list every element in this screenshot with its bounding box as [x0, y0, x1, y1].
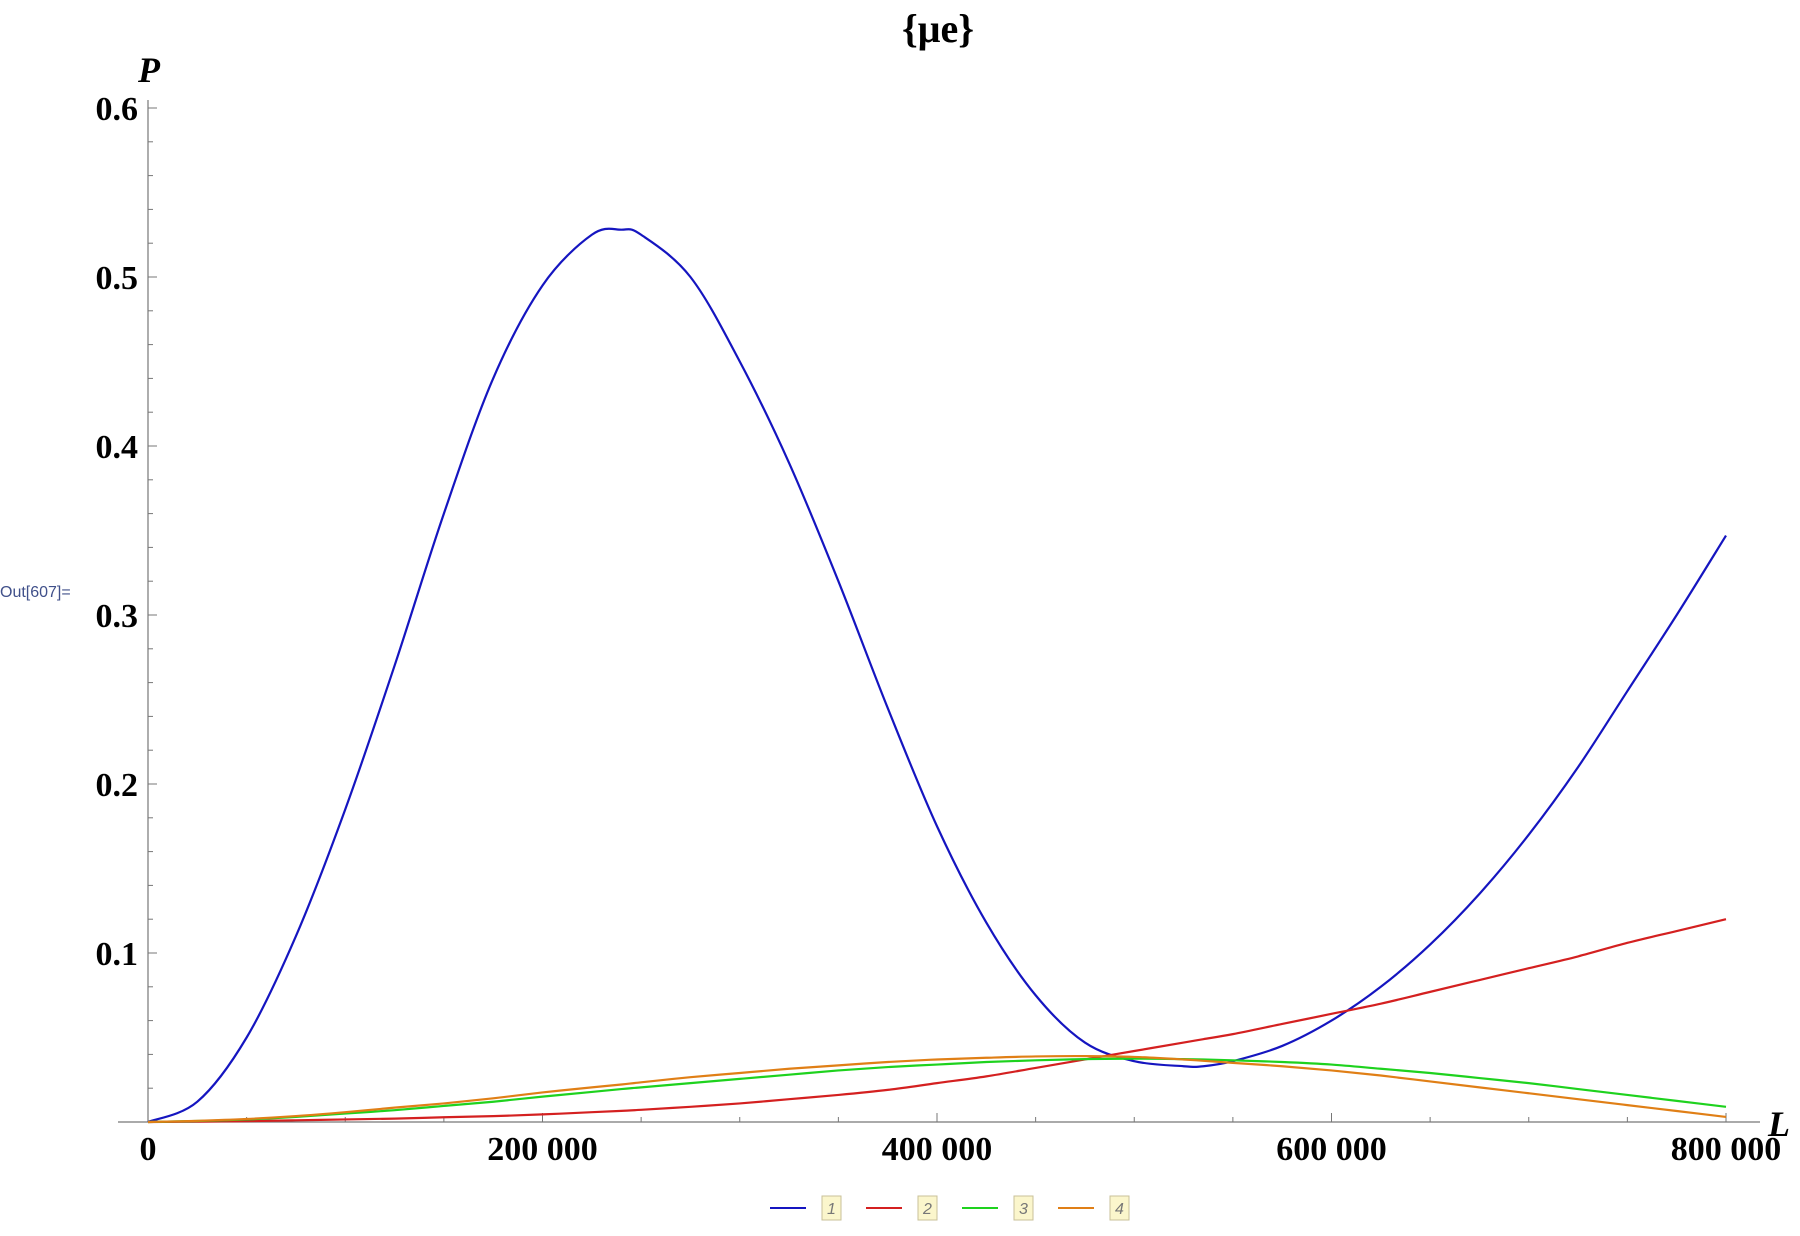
chart-title: {μe}: [902, 6, 974, 51]
legend-item-4: 4: [1058, 1195, 1130, 1221]
legend-item-1: 1: [770, 1195, 842, 1221]
x-tick-labels: 0 200 000 400 000 600 000 800 000: [140, 1131, 1782, 1168]
x-tick-label: 600 000: [1276, 1131, 1387, 1168]
series-line-4: [147, 1054, 1727, 1124]
series-line-2: [147, 918, 1727, 1124]
x-tick-label: 800 000: [1671, 1131, 1782, 1168]
legend-item-3: 3: [962, 1195, 1034, 1221]
y-tick-label: 0.5: [96, 260, 139, 297]
x-tick-label: 200 000: [487, 1131, 598, 1168]
x-tick-label: 0: [140, 1131, 157, 1168]
y-tick-label: 0.2: [96, 767, 139, 804]
legend-label: 2: [922, 1201, 932, 1218]
legend: 1 2 3 4: [770, 1195, 1130, 1221]
series-line-1: [147, 227, 1727, 1124]
series-lines: [147, 227, 1727, 1124]
y-tick-label: 0.3: [96, 598, 139, 635]
x-tick-label: 400 000: [882, 1131, 993, 1168]
y-tick-label: 0.4: [96, 429, 139, 466]
y-axis-label: P: [137, 50, 161, 90]
y-tick-label: 0.1: [96, 936, 139, 973]
legend-label-box: [917, 1195, 938, 1221]
y-tick-labels: 0.1 0.2 0.3 0.4 0.5 0.6: [96, 91, 139, 973]
legend-label: 1: [827, 1201, 836, 1218]
legend-label-box: [1109, 1195, 1130, 1221]
legend-item-2: 2: [866, 1195, 938, 1221]
legend-label: 3: [1019, 1201, 1028, 1218]
series-line-3: [147, 1057, 1727, 1124]
axes: [118, 100, 1760, 1123]
x-axis-label: L: [1767, 1104, 1790, 1144]
output-cell-label: Out[607]=: [0, 584, 71, 601]
legend-label-box: [1013, 1195, 1034, 1221]
legend-label: 4: [1115, 1201, 1124, 1218]
legend-label-box: [821, 1195, 842, 1221]
y-tick-label: 0.6: [96, 91, 139, 128]
